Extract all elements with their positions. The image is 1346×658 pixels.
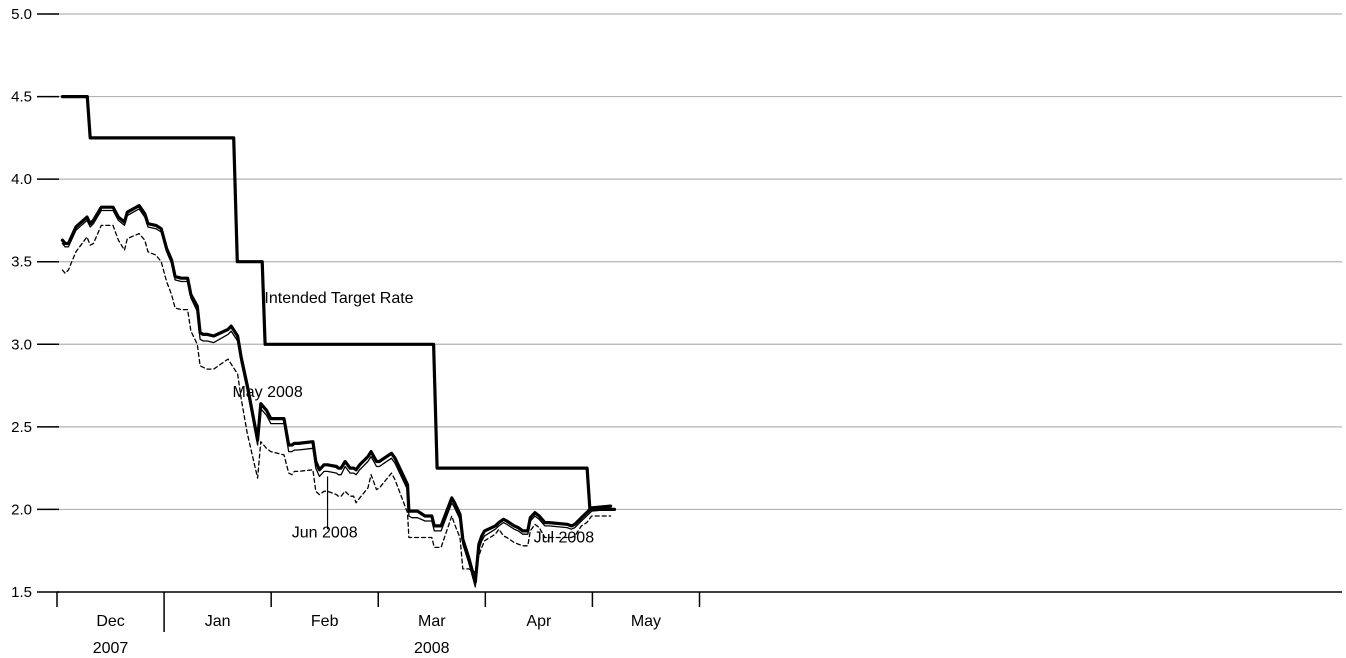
y-tick-label: 4.5 bbox=[11, 89, 32, 106]
month-label: May bbox=[631, 613, 661, 630]
y-tick-label: 5.0 bbox=[11, 6, 32, 23]
x-axis: Dec Jan Feb Mar Apr May 2007 2008 bbox=[56, 591, 1342, 657]
y-axis: 1.5 2.0 2.5 3.0 3.5 4.0 4.5 5.0 bbox=[11, 6, 59, 601]
month-label: Jan bbox=[205, 613, 231, 630]
month-label: Dec bbox=[96, 613, 124, 630]
y-tick-label: 3.5 bbox=[11, 254, 32, 271]
annotations: Intended Target Rate May 2008 Jun 2008 Jul … bbox=[232, 290, 594, 546]
annotation-label: Jul 2008 bbox=[534, 529, 595, 546]
annotation-label: May 2008 bbox=[232, 384, 302, 401]
y-tick-label: 4.0 bbox=[11, 171, 32, 188]
plot-area bbox=[60, 94, 617, 588]
y-tick-label: 2.0 bbox=[11, 501, 32, 518]
month-label: Feb bbox=[311, 613, 339, 630]
series-line-jul-2008 bbox=[61, 224, 612, 573]
year-label: 2008 bbox=[414, 640, 450, 657]
series-line-may-2008 bbox=[60, 204, 613, 584]
annotation-label: Intended Target Rate bbox=[264, 290, 413, 307]
series-line-intended-target-rate bbox=[60, 94, 617, 511]
y-tick-label: 3.0 bbox=[11, 336, 32, 353]
y-tick-label: 1.5 bbox=[11, 584, 32, 601]
y-tick-label: 2.5 bbox=[11, 419, 32, 436]
month-label: Apr bbox=[526, 613, 552, 630]
year-label: 2007 bbox=[93, 640, 129, 657]
annotation-label: Jun 2008 bbox=[292, 525, 358, 542]
month-label: Mar bbox=[418, 613, 446, 630]
